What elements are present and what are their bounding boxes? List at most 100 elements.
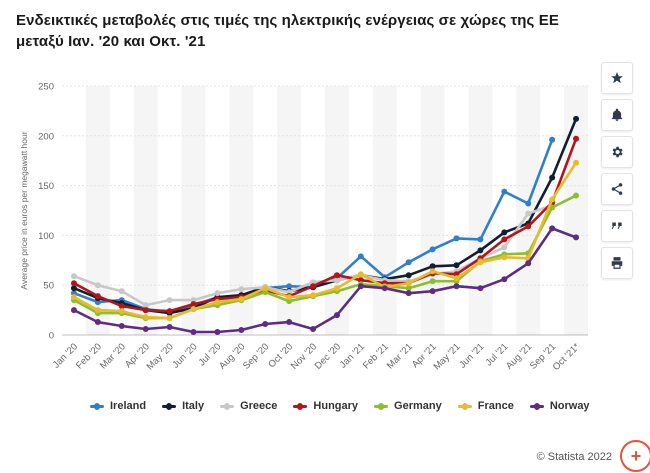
x-tick-label: Dec '20	[313, 341, 343, 371]
x-tick-label: Jun '21	[457, 341, 486, 370]
legend-item-italy[interactable]: Italy	[162, 400, 204, 412]
x-tick-label: Mar '20	[98, 341, 128, 371]
data-point-italy	[573, 115, 580, 122]
column-band	[133, 86, 158, 335]
data-point-norway	[118, 323, 125, 330]
data-point-hungary	[94, 293, 101, 300]
legend-item-france[interactable]: France	[457, 400, 514, 412]
data-point-norway	[70, 307, 77, 314]
settings-button[interactable]	[601, 136, 633, 168]
data-point-italy	[405, 272, 412, 279]
data-point-france	[286, 294, 293, 301]
print-button[interactable]	[601, 247, 633, 279]
data-point-italy	[549, 174, 556, 181]
data-point-norway	[501, 276, 508, 283]
data-point-ireland	[477, 236, 484, 243]
x-tick-label: May '20	[145, 341, 176, 372]
data-point-hungary	[310, 283, 317, 290]
legend-swatch	[220, 402, 235, 410]
data-point-france	[190, 306, 197, 313]
data-point-germany	[429, 278, 436, 285]
legend-label: Italy	[182, 400, 205, 412]
data-point-norway	[573, 234, 580, 241]
data-point-italy	[453, 262, 460, 269]
column-band	[277, 86, 302, 335]
notification-button[interactable]	[601, 99, 633, 131]
legend-item-norway[interactable]: Norway	[529, 400, 590, 412]
data-point-hungary	[501, 236, 508, 243]
data-point-norway	[477, 285, 484, 292]
statista-credit[interactable]: © Statista 2022	[536, 451, 612, 463]
plus-icon: +	[630, 446, 642, 466]
data-point-norway	[142, 326, 149, 333]
series-line-hungary	[72, 137, 578, 313]
legend-label: Greece	[240, 400, 278, 412]
legend-swatch	[162, 402, 177, 410]
data-point-hungary	[166, 308, 173, 315]
action-sidebar	[601, 62, 633, 284]
x-tick-label: Sep '20	[241, 341, 271, 371]
favorite-button[interactable]	[601, 62, 633, 94]
data-point-norway	[262, 321, 269, 328]
data-point-france	[166, 315, 173, 322]
chart-title: Ενδεικτικές μεταβολές στις τιμές της ηλε…	[16, 12, 559, 50]
legend-item-greece[interactable]: Greece	[220, 400, 277, 412]
column-band	[325, 86, 349, 335]
data-point-france	[549, 196, 556, 203]
chart-legend: Ireland Italy Greece Hungary Germany France No…	[90, 400, 590, 412]
print-icon	[611, 257, 623, 269]
data-point-greece	[118, 288, 125, 295]
y-tick-label: 150	[38, 181, 54, 192]
data-point-norway	[190, 329, 197, 336]
data-point-france	[238, 296, 245, 303]
y-tick-label: 0	[49, 331, 54, 342]
data-point-france	[70, 294, 77, 301]
data-point-ireland	[501, 188, 508, 195]
data-point-norway	[238, 327, 245, 334]
column-band	[85, 86, 110, 335]
legend-swatch	[374, 402, 389, 410]
data-point-hungary	[525, 223, 532, 230]
data-point-hungary	[573, 135, 580, 142]
data-point-france	[214, 299, 221, 306]
star-icon	[611, 72, 623, 84]
data-point-france	[453, 275, 460, 282]
data-point-norway	[453, 283, 460, 290]
data-point-hungary	[118, 303, 125, 310]
gear-icon	[612, 146, 623, 158]
y-tick-label: 200	[38, 131, 54, 142]
data-point-ireland	[549, 136, 556, 143]
data-point-france	[501, 254, 508, 261]
data-point-germany	[405, 285, 412, 292]
data-point-france	[477, 259, 484, 266]
legend-item-germany[interactable]: Germany	[374, 400, 442, 412]
data-point-greece	[501, 244, 508, 251]
x-tick-label: May '21	[432, 341, 463, 372]
zoom-badge[interactable]: +	[620, 440, 650, 472]
legend-label: Germany	[394, 400, 442, 412]
data-point-ireland	[453, 235, 460, 242]
data-point-greece	[333, 277, 340, 284]
legend-swatch	[529, 402, 544, 410]
data-point-italy	[429, 263, 436, 270]
data-point-norway	[357, 283, 364, 290]
data-point-italy	[477, 247, 484, 254]
y-tick-label: 100	[38, 231, 54, 242]
data-point-france	[262, 285, 269, 292]
share-button[interactable]	[601, 173, 633, 205]
cite-button[interactable]	[601, 210, 633, 242]
data-point-france	[429, 268, 436, 275]
legend-item-ireland[interactable]: Ireland	[90, 400, 146, 412]
data-point-italy	[501, 229, 508, 236]
y-tick-label: 250	[38, 82, 54, 93]
legend-label: Ireland	[110, 400, 147, 412]
legend-item-hungary[interactable]: Hungary	[293, 400, 358, 412]
legend-label: Norway	[549, 400, 590, 412]
series-line-norway	[72, 227, 578, 334]
bell-icon	[611, 108, 623, 121]
data-point-norway	[214, 329, 221, 336]
data-point-france	[357, 271, 364, 278]
column-band	[468, 86, 493, 335]
data-point-norway	[405, 290, 412, 297]
